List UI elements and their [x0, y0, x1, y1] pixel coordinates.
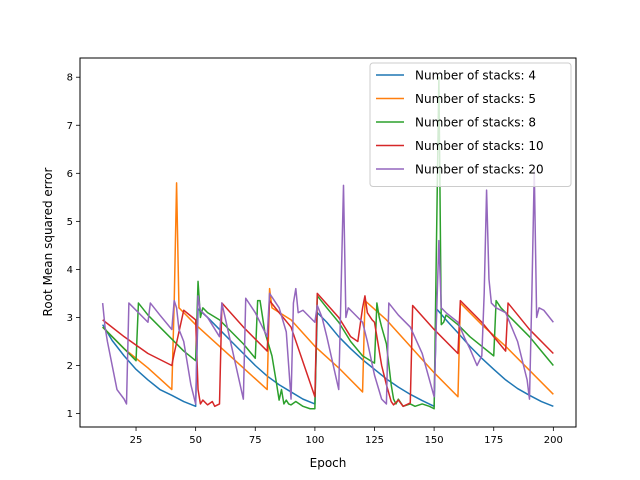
x-tick-label: 100	[305, 435, 324, 446]
x-tick-label: 75	[249, 435, 262, 446]
x-tick-label: 175	[484, 435, 503, 446]
x-axis-label: Epoch	[310, 456, 347, 470]
legend-box	[369, 62, 572, 187]
x-tick-label: 150	[425, 435, 444, 446]
y-tick-label: 8	[67, 73, 73, 84]
plot-frame	[79, 57, 577, 428]
legend-label: Number of stacks: 5	[415, 92, 536, 106]
series-line-5	[101, 170, 554, 405]
y-axis-label: Root Mean squared error	[41, 167, 55, 316]
y-tick-label: 2	[67, 361, 73, 372]
series-line-4	[102, 292, 554, 408]
legend-label: Number of stacks: 20	[415, 163, 544, 177]
legend-label: Number of stacks: 8	[415, 116, 536, 130]
legend-label: Number of stacks: 4	[415, 69, 536, 83]
x-tick-label: 50	[189, 435, 202, 446]
y-axis: 1 2 3 4 5 6 7 8	[67, 73, 80, 420]
y-tick-label: 5	[67, 217, 73, 228]
x-tick-label: 125	[365, 435, 384, 446]
y-tick-label: 3	[67, 313, 73, 324]
legend: Number of stacks: 4 Number of stacks: 5 Nu…	[369, 62, 572, 187]
y-tick-label: 4	[67, 265, 73, 276]
legend-label: Number of stacks: 10	[415, 139, 544, 153]
series-line-3	[102, 76, 554, 410]
x-tick-label: 25	[130, 435, 143, 446]
y-tick-label: 6	[67, 169, 73, 180]
plot-area	[101, 76, 554, 410]
y-tick-label: 7	[67, 121, 73, 132]
x-axis: 25 50 75 100 125 150 175 200	[130, 427, 563, 446]
x-tick-label: 200	[544, 435, 563, 446]
y-tick-label: 1	[67, 409, 73, 420]
